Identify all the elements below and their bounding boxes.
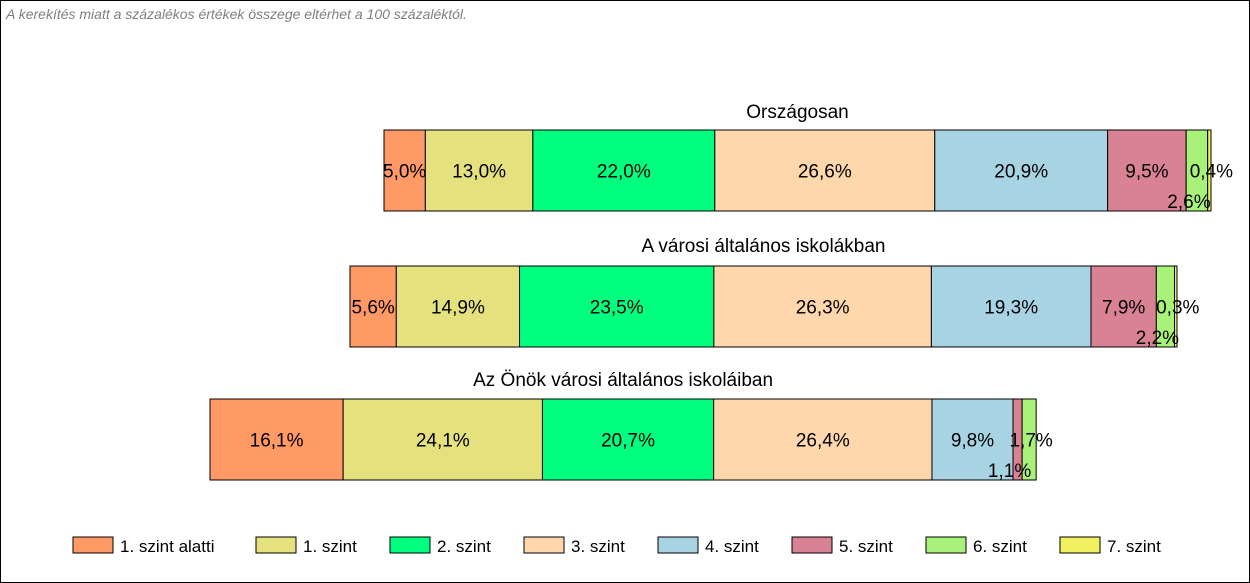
data-label: 7,9% [1102, 298, 1145, 319]
data-label: 23,5% [590, 298, 644, 319]
data-label: 5,0% [383, 162, 426, 183]
legend-label: 2. szint [437, 537, 491, 556]
data-label: 1,1% [988, 461, 1031, 482]
bar-segment [1207, 129, 1212, 212]
bar-segment [519, 265, 715, 348]
bar-segment [931, 398, 1014, 481]
bar-segment [395, 265, 521, 348]
legend-label: 1. szint alatti [120, 537, 215, 556]
bar-segment [1174, 265, 1178, 348]
rounding-note: A kerekítés miatt a százalékos értékek ö… [6, 6, 467, 22]
legend-swatch [255, 536, 297, 554]
data-label: 5,6% [351, 298, 394, 319]
legend-label: 6. szint [973, 537, 1027, 556]
data-label: 1,7% [1009, 431, 1052, 452]
legend-swatch [72, 536, 114, 554]
legend-swatch [389, 536, 431, 554]
data-label: 26,6% [798, 162, 852, 183]
legend-label: 1. szint [303, 537, 357, 556]
category-title: A városi általános iskolákban [642, 236, 886, 257]
bar-segment [424, 129, 534, 212]
data-label: 24,1% [416, 431, 470, 452]
bar-segment [930, 265, 1092, 348]
data-label: 20,7% [601, 431, 655, 452]
legend-label: 3. szint [571, 537, 625, 556]
bar-segment [713, 398, 933, 481]
bar-segment [713, 265, 932, 348]
category-title: Országosan [746, 102, 848, 123]
bar-segment [1021, 398, 1037, 481]
legend-label: 4. szint [705, 537, 759, 556]
data-label: 0,3% [1156, 298, 1199, 319]
bar-segment [209, 398, 344, 481]
legend-swatch [657, 536, 699, 554]
legend-swatch [523, 536, 565, 554]
legend-label: 7. szint [1107, 537, 1161, 556]
data-label: 22,0% [597, 162, 651, 183]
legend-label: 5. szint [839, 537, 893, 556]
data-label: 0,4% [1190, 162, 1233, 183]
category-title: Az Önök városi általános iskoláiban [473, 370, 773, 391]
data-label: 9,8% [951, 431, 994, 452]
data-label: 14,9% [431, 298, 485, 319]
bar-segment [541, 398, 715, 481]
data-label: 9,5% [1125, 162, 1168, 183]
data-label: 26,4% [796, 431, 850, 452]
legend-swatch [1059, 536, 1101, 554]
data-label: 20,9% [994, 162, 1048, 183]
data-label: 16,1% [250, 431, 304, 452]
data-label: 13,0% [452, 162, 506, 183]
bar-segment [1090, 265, 1157, 348]
bar-segment [934, 129, 1109, 212]
data-label: 2,2% [1136, 328, 1179, 349]
data-label: 26,3% [796, 298, 850, 319]
data-label: 19,3% [984, 298, 1038, 319]
bar-segment [349, 265, 397, 348]
legend-swatch [791, 536, 833, 554]
bar-segment [714, 129, 936, 212]
bar-segment [342, 398, 543, 481]
bar-segment [1107, 129, 1187, 212]
legend-swatch [925, 536, 967, 554]
data-label: 2,6% [1167, 192, 1210, 213]
